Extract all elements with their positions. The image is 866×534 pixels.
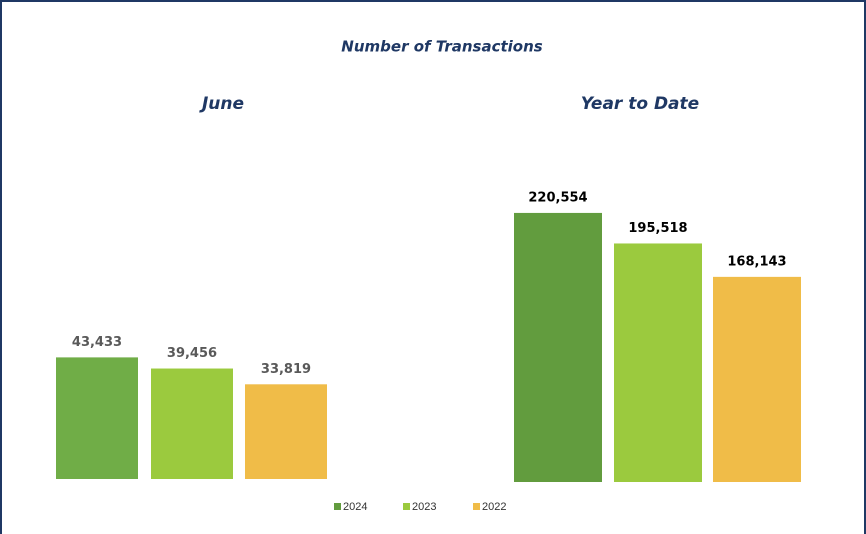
legend-label: 2022	[482, 501, 506, 513]
data-label: 195,518	[628, 221, 687, 236]
bar	[514, 212, 602, 482]
data-label: 33,819	[261, 362, 311, 377]
subchart-title: June	[199, 94, 244, 114]
bar	[151, 368, 233, 479]
legend-swatch	[403, 503, 410, 510]
legend-label: 2024	[343, 501, 367, 513]
data-label: 220,554	[528, 190, 587, 205]
legend-swatch	[334, 503, 341, 510]
data-label: 43,433	[72, 335, 122, 350]
bar	[56, 357, 138, 479]
legend-swatch	[473, 503, 480, 510]
subchart-title: Year to Date	[581, 94, 699, 114]
data-label: 168,143	[727, 254, 786, 269]
legend-label: 2023	[412, 501, 436, 513]
bar	[245, 384, 327, 479]
bar	[713, 276, 801, 482]
data-label: 39,456	[167, 346, 217, 361]
bar	[614, 243, 702, 482]
chart-title: Number of Transactions	[341, 38, 542, 56]
